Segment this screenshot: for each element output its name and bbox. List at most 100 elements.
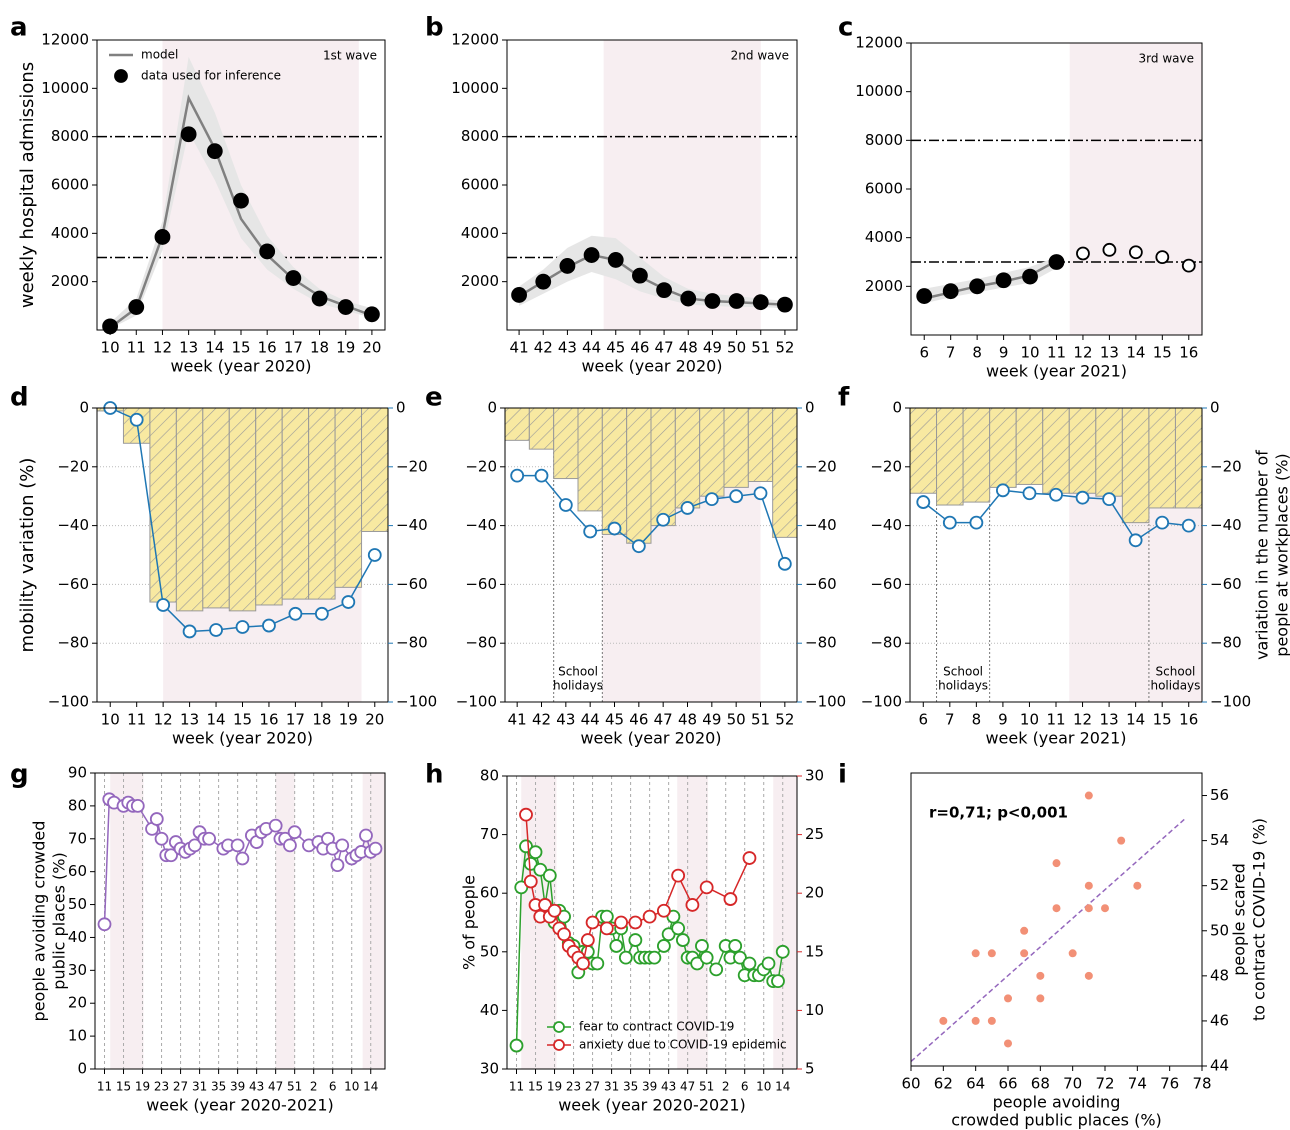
- x-tick-label: 20: [365, 711, 384, 729]
- x-tick-label: 19: [336, 339, 355, 357]
- data-point: [523, 874, 538, 889]
- data-point: [752, 294, 769, 311]
- x-tick-label: 31: [192, 1080, 207, 1094]
- data-point: [311, 290, 328, 307]
- data-point: [510, 468, 525, 483]
- data-point: [607, 521, 622, 536]
- y-tick-label: 2000: [461, 272, 499, 290]
- x-tick-label: 39: [642, 1080, 657, 1094]
- data-point: [182, 624, 197, 639]
- data-point: [609, 939, 624, 953]
- data-point: [285, 270, 302, 286]
- x-tick-label: 49: [702, 711, 721, 729]
- data-point: [1022, 268, 1038, 285]
- panel-letter: c: [838, 13, 853, 43]
- data-point: [614, 915, 628, 930]
- x-tick-label: 18: [312, 711, 331, 729]
- x-tick-label: 6: [741, 1080, 749, 1094]
- x-tick-label: 11: [127, 339, 146, 357]
- y-axis-label: mobility variation (%): [17, 458, 38, 653]
- legend-swatch: [114, 69, 128, 83]
- x-axis-label: week (year 2020): [170, 357, 311, 376]
- data-point: [742, 851, 757, 865]
- x-tick-label: 51: [699, 1080, 714, 1094]
- data-point: [1102, 492, 1116, 507]
- x-tick-label: 17: [284, 339, 303, 357]
- data-point: [1102, 242, 1117, 257]
- y-axis-label: to contract COVID-19 (%): [1250, 818, 1269, 1021]
- x-tick-label: 52: [775, 339, 794, 357]
- y-tick-label: 2000: [51, 272, 89, 290]
- y-tick-label: −100: [456, 693, 497, 711]
- data-point: [557, 927, 571, 942]
- panel: d −100 −80 −60 −40 −20 0 −100 −80 −60 −40 −20 0 10 11 1…: [10, 383, 437, 748]
- x-tick-label: 23: [566, 1080, 581, 1094]
- data-point: [709, 962, 724, 977]
- data-point: [1133, 881, 1142, 890]
- data-point: [1004, 994, 1012, 1003]
- y-tick-label: −20: [870, 457, 902, 475]
- panel: fSchoolholidaysSchoolholidays−100−80−60−…: [838, 383, 1290, 748]
- plot-frame: [94, 772, 386, 1070]
- data-point: [187, 838, 202, 853]
- data-point: [1020, 949, 1029, 958]
- panel: g 0 10 20 30 40 50 60 70 80 90 11 15 19 23 27 31 35 39 43 47…: [10, 760, 386, 1115]
- y2-tick-label: −100: [805, 693, 846, 711]
- panel: a 2000 4000 6000 8000 10000 12000 10 11 12 13 14 15 1…: [10, 13, 386, 376]
- wave-shade: [362, 773, 385, 1069]
- y-tick-label: 56: [1210, 786, 1229, 804]
- x-tick-label: 11: [97, 1080, 112, 1094]
- x-tick-label: 13: [1100, 711, 1119, 729]
- data-point: [1084, 791, 1093, 800]
- data-point: [1020, 926, 1029, 935]
- y-tick-label: 12000: [855, 34, 903, 52]
- bar: [989, 407, 1017, 488]
- y2-tick-label: 0: [1210, 399, 1220, 417]
- x-tick-label: 11: [509, 1080, 524, 1094]
- data-point: [942, 283, 959, 300]
- y-tick-label: −80: [465, 634, 497, 652]
- y-tick-label: 4000: [865, 228, 903, 246]
- data-point: [1128, 533, 1143, 548]
- x-tick-label: 17: [286, 711, 305, 729]
- x-tick-label: 9: [999, 344, 1009, 362]
- y-tick-label: 0: [892, 399, 902, 417]
- x-tick-label: 15: [233, 711, 252, 729]
- x-tick-label: 62: [934, 1075, 953, 1093]
- data-point: [129, 412, 144, 427]
- x-tick-label: 11: [127, 711, 146, 729]
- bar: [674, 407, 701, 509]
- data-point: [202, 831, 216, 846]
- data-point: [671, 868, 686, 883]
- data-point: [235, 620, 250, 634]
- annotation: holidays: [938, 679, 988, 693]
- data-point: [283, 838, 297, 853]
- x-tick-label: 35: [623, 1080, 638, 1094]
- data-point: [1101, 904, 1109, 913]
- data-point: [268, 818, 283, 833]
- data-point: [971, 949, 980, 958]
- y-tick-label: −20: [465, 457, 497, 475]
- y2-tick-label: −80: [805, 634, 837, 652]
- y2-tick-label: 0: [805, 399, 815, 417]
- data-point: [656, 903, 671, 918]
- data-point: [695, 939, 709, 953]
- data-point: [995, 272, 1012, 289]
- bar: [228, 407, 257, 612]
- x-tick-label: 16: [258, 339, 277, 357]
- x-tick-label: 12: [1073, 344, 1092, 362]
- x-tick-label: 19: [135, 1080, 150, 1094]
- y-tick-label: 46: [1210, 1011, 1229, 1029]
- x-tick-label: 14: [363, 1080, 378, 1094]
- fit-line: [910, 817, 1187, 1063]
- bar: [936, 407, 964, 506]
- x-tick-label: 43: [556, 711, 575, 729]
- data-point: [631, 539, 646, 554]
- x-tick-label: 51: [751, 711, 770, 729]
- data-point: [1052, 904, 1061, 913]
- data-point: [777, 296, 793, 313]
- bar: [1095, 407, 1123, 497]
- data-point: [519, 807, 533, 822]
- y-tick-label: 0: [77, 1060, 87, 1078]
- data-point: [777, 556, 792, 571]
